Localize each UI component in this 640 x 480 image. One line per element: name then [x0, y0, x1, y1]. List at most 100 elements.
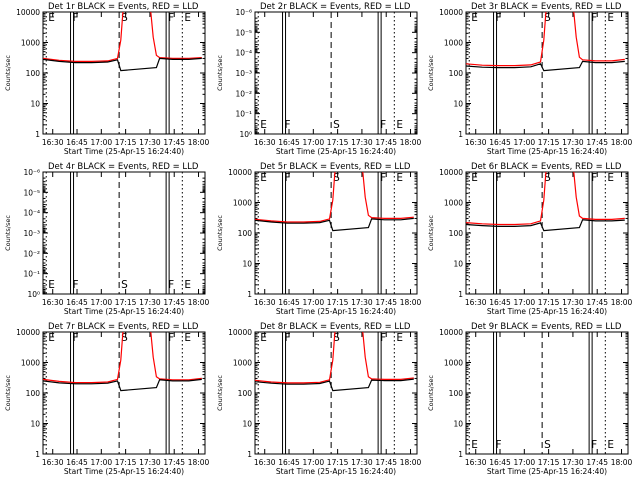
panel-title: Det 9r BLACK = Events, RED = LLD [471, 322, 622, 332]
x-tick-label: 16:30 [42, 298, 64, 307]
x-tick-label: 16:30 [42, 138, 64, 147]
x-tick-label: 16:30 [465, 298, 487, 307]
marker-label-f: F [285, 172, 291, 184]
marker-label-f: F [380, 119, 386, 131]
plot-frame [254, 171, 418, 295]
x-tick-label: 17:15 [115, 138, 137, 147]
y-tick-label: 10⁻³ [235, 69, 252, 78]
x-tick-label: 17:00 [303, 138, 325, 147]
series-events [43, 378, 202, 392]
x-tick-label: 18:00 [611, 138, 633, 147]
y-axis-label: Counts/sec [427, 375, 435, 411]
y-tick-label: 10⁻³ [23, 229, 40, 238]
y-tick-label: 10 [453, 260, 463, 269]
series-lld [255, 172, 414, 223]
x-tick-label: 17:00 [514, 458, 536, 467]
series-events [466, 219, 625, 232]
marker-label-f: F [496, 172, 502, 184]
marker-label-f: F [591, 12, 597, 24]
y-axis-label: Counts/sec [4, 375, 12, 411]
marker-label-s: S [544, 172, 551, 184]
y-tick-label: 10 [242, 260, 252, 269]
det-panel-5: Det 5r BLACK = Events, RED = LLD 1 10 100 10… [216, 162, 422, 316]
y-tick-label: 100 [449, 389, 464, 398]
x-tick-label: 17:00 [91, 458, 113, 467]
x-tick-label: 17:15 [538, 298, 560, 307]
y-tick-label: 100 [449, 229, 464, 238]
x-tick-label: 17:15 [327, 458, 349, 467]
det-panel-1: Det 1r BLACK = Events, RED = LLD 1 10 100 10… [4, 2, 210, 156]
y-tick-label: 10⁻⁴ [23, 209, 40, 218]
det-panel-8: Det 8r BLACK = Events, RED = LLD 1 10 100 10… [216, 322, 422, 476]
det-panel-2: Det 2r BLACK = Events, RED = LLD 10⁻⁶ 10⁻⁵… [216, 2, 422, 156]
panel-title: Det 6r BLACK = Events, RED = LLD [471, 162, 622, 172]
x-tick-label: 17:30 [351, 298, 373, 307]
series-events [466, 60, 625, 72]
x-tick-label: 17:45 [586, 458, 608, 467]
det-panel-6: Det 6r BLACK = Events, RED = LLD 1 10 100 10… [427, 162, 633, 316]
marker-label-f: F [285, 119, 291, 131]
y-tick-label: 1000 [444, 359, 463, 368]
x-tick-label: 17:45 [163, 298, 185, 307]
series-lld [43, 332, 202, 384]
marker-label-f: F [496, 12, 502, 24]
x-tick-label: 17:15 [327, 138, 349, 147]
x-tick-label: 16:45 [278, 298, 300, 307]
series-lld [255, 332, 414, 384]
y-tick-label: 10000 [439, 8, 463, 17]
y-tick-label: 10⁻¹ [235, 110, 252, 119]
marker-label-f: F [380, 172, 386, 184]
marker-label-s: S [333, 172, 340, 184]
marker-label-f: F [496, 439, 502, 451]
x-tick-label: 16:45 [489, 298, 511, 307]
x-tick-label: 17:00 [91, 298, 113, 307]
x-tick-label: 16:30 [465, 138, 487, 147]
y-tick-label: 10⁻² [23, 249, 40, 258]
x-tick-label: 17:15 [327, 298, 349, 307]
x-tick-label: 16:45 [66, 458, 88, 467]
y-tick-label: 1000 [21, 359, 40, 368]
x-tick-label: 18:00 [400, 298, 422, 307]
y-tick-label: 10 [453, 420, 463, 429]
y-tick-label: 10⁻¹ [23, 270, 40, 279]
series-lld [43, 12, 202, 63]
x-tick-label: 18:00 [188, 138, 210, 147]
series-lld [466, 172, 625, 226]
x-tick-label: 16:30 [254, 458, 276, 467]
y-axis-label: Counts/sec [4, 215, 12, 251]
x-tick-label: 16:30 [465, 458, 487, 467]
x-tick-label: 17:45 [375, 458, 397, 467]
x-tick-label: 16:45 [278, 138, 300, 147]
det-panel-3: Det 3r BLACK = Events, RED = LLD 1 10 100 10… [427, 2, 633, 156]
x-axis-label: Start Time (25-Apr-15 16:24:40) [276, 467, 396, 476]
y-tick-label: 10000 [16, 328, 40, 337]
marker-label-e: E [260, 119, 267, 131]
marker-label-s: S [333, 119, 340, 131]
marker-label-e: E [471, 12, 478, 24]
y-axis-label: Counts/sec [216, 55, 224, 91]
marker-label-e: E [184, 279, 191, 291]
marker-label-s: S [121, 12, 128, 24]
x-tick-label: 17:45 [586, 138, 608, 147]
y-tick-label: 1 [35, 450, 40, 459]
panel-title: Det 1r BLACK = Events, RED = LLD [48, 2, 199, 12]
x-axis-label: Start Time (25-Apr-15 16:24:40) [487, 307, 607, 316]
y-tick-label: 1 [458, 290, 463, 299]
det-panel-4: Det 4r BLACK = Events, RED = LLD 10⁻⁶ 10⁻⁵… [4, 162, 210, 316]
y-tick-label: 100 [26, 69, 41, 78]
plot-frame [42, 171, 206, 295]
y-tick-label: 100 [238, 229, 253, 238]
x-tick-label: 17:45 [375, 298, 397, 307]
panel-title: Det 8r BLACK = Events, RED = LLD [260, 322, 411, 332]
marker-label-e: E [471, 439, 478, 451]
marker-label-f: F [168, 332, 174, 344]
x-tick-label: 17:30 [351, 458, 373, 467]
x-tick-label: 18:00 [400, 138, 422, 147]
x-tick-label: 16:30 [42, 458, 64, 467]
x-tick-label: 17:30 [139, 298, 161, 307]
marker-label-f: F [380, 332, 386, 344]
marker-label-s: S [333, 332, 340, 344]
marker-label-e: E [607, 172, 614, 184]
y-tick-label: 10 [453, 100, 463, 109]
